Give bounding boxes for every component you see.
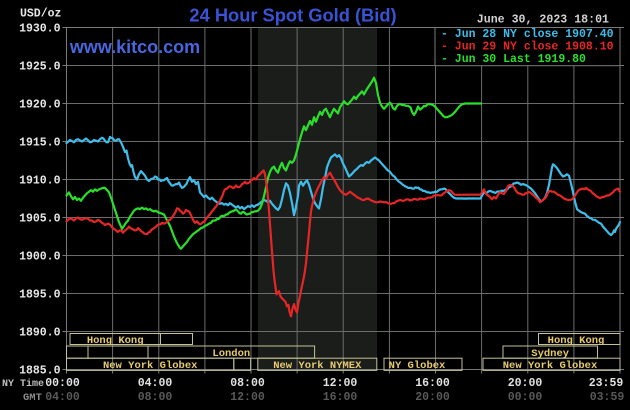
svg-text:08:00: 08:00: [230, 377, 265, 390]
svg-text:1930.0: 1930.0: [19, 23, 61, 36]
svg-text:04:00: 04:00: [138, 377, 173, 390]
svg-text:- Jun 28 NY close 1907.40: - Jun 28 NY close 1907.40: [441, 28, 614, 41]
svg-text:NY Time: NY Time: [2, 378, 44, 390]
svg-text:12:00: 12:00: [230, 391, 265, 404]
svg-text:New York NYMEX: New York NYMEX: [273, 360, 362, 372]
svg-text:20:00: 20:00: [415, 391, 450, 404]
svg-text:New York Globex: New York Globex: [503, 360, 598, 372]
svg-text:1925.0: 1925.0: [19, 61, 61, 74]
svg-text:04:00: 04:00: [45, 391, 80, 404]
svg-text:24 Hour Spot Gold (Bid): 24 Hour Spot Gold (Bid): [189, 5, 396, 26]
svg-text:16:00: 16:00: [415, 377, 450, 390]
svg-text:1920.0: 1920.0: [19, 99, 61, 112]
svg-text:08:00: 08:00: [138, 391, 173, 404]
svg-text:1885.0: 1885.0: [19, 365, 61, 378]
svg-text:USD/oz: USD/oz: [20, 8, 62, 21]
svg-text:1895.0: 1895.0: [19, 289, 61, 302]
svg-text:- Jun 30 Last 1919.80: - Jun 30 Last 1919.80: [441, 53, 586, 66]
svg-text:1900.0: 1900.0: [19, 251, 61, 264]
svg-text:1905.0: 1905.0: [19, 213, 61, 226]
svg-text:Sydney: Sydney: [531, 348, 570, 360]
svg-text:GMT: GMT: [23, 392, 42, 404]
svg-text:London: London: [212, 348, 250, 360]
svg-text:1890.0: 1890.0: [19, 327, 61, 340]
svg-text:12:00: 12:00: [323, 377, 358, 390]
svg-text:16:00: 16:00: [323, 391, 358, 404]
svg-text:June 30, 2023 18:01: June 30, 2023 18:01: [477, 14, 609, 27]
svg-text:00:00: 00:00: [45, 377, 80, 390]
svg-text:1910.0: 1910.0: [19, 175, 61, 188]
svg-text:03:59: 03:59: [590, 391, 625, 404]
svg-text:NY Globex: NY Globex: [389, 360, 446, 372]
svg-text:Hong Kong: Hong Kong: [548, 335, 605, 347]
svg-text:- Jun 29 NY close 1908.10: - Jun 29 NY close 1908.10: [441, 41, 614, 54]
svg-text:New York Globex: New York Globex: [103, 360, 198, 372]
svg-text:00:00: 00:00: [508, 391, 543, 404]
svg-text:1915.0: 1915.0: [19, 137, 61, 150]
svg-text:23:59: 23:59: [589, 377, 624, 390]
svg-text:www.kitco.com: www.kitco.com: [69, 37, 200, 57]
svg-text:Hong Kong: Hong Kong: [87, 335, 144, 347]
svg-text:20:00: 20:00: [508, 377, 543, 390]
